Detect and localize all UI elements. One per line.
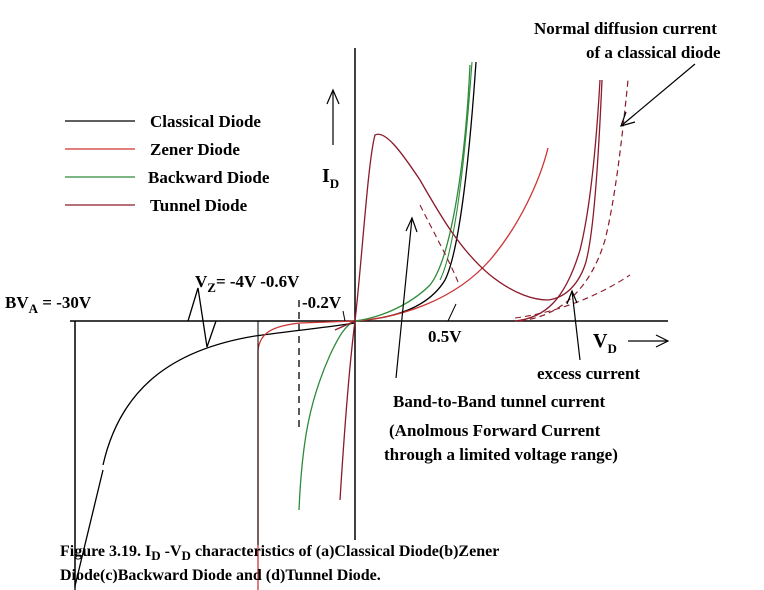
arrow-excess-current xyxy=(571,290,581,361)
arrow-band-to-band-head xyxy=(405,216,418,233)
x-axis-label: VD xyxy=(593,330,617,356)
axis-break-zigzag xyxy=(187,287,217,348)
vz-sub: Z xyxy=(207,280,216,295)
neg-02v-label: -0.2V xyxy=(302,293,342,312)
arrow-normal-diffusion-head xyxy=(620,111,636,127)
curve-tunnel-negative xyxy=(339,320,356,501)
caption-line2: Diode(c)Backward Diode and (d)Tunnel Dio… xyxy=(60,567,381,584)
vz-main: V xyxy=(195,272,208,291)
anomalous-line1: (Anolmous Forward Current xyxy=(389,421,601,440)
caption-line1-post: characteristics of (a)Classical Diode(b)… xyxy=(191,543,499,560)
curve-tunnel xyxy=(334,79,603,331)
x-axis-label-sub: D xyxy=(607,341,616,356)
x-arrow-head xyxy=(655,334,670,348)
y-axis-label-main: I xyxy=(322,165,330,187)
caption-line1: Figure 3.19. ID -VD characteristics of (… xyxy=(60,543,499,563)
caption-line1-sub2: D xyxy=(182,548,191,563)
curve-backward-forward xyxy=(439,61,473,281)
bva-value: = -30V xyxy=(38,293,92,312)
arrow-normal-diffusion xyxy=(620,63,696,127)
bva-sub: A xyxy=(29,301,39,316)
caption-line1-sub1: D xyxy=(151,548,160,563)
curve-normal-diffusion-dashed xyxy=(519,79,629,322)
vz-value: = -4V -0.6V xyxy=(216,272,300,291)
curve-zener xyxy=(257,147,549,590)
caption-line1-mid: -V xyxy=(161,543,182,560)
normal-diffusion-line2: of a classical diode xyxy=(586,43,721,62)
arrow-excess-current-head xyxy=(566,289,578,305)
legend-label-tunnel: Tunnel Diode xyxy=(150,196,248,215)
excess-current-dashed xyxy=(514,274,631,319)
legend-label-backward: Backward Diode xyxy=(148,168,270,187)
curve-zener-forward xyxy=(514,79,601,322)
tick-neg-02v xyxy=(342,310,346,322)
curve-classical-knee xyxy=(74,469,104,587)
y-axis-label: ID xyxy=(322,165,339,191)
curve-backward xyxy=(298,64,471,511)
tick-05v xyxy=(447,303,457,322)
y-arrow-head xyxy=(326,88,340,105)
excess-current-label: excess current xyxy=(537,364,640,383)
y-axis-label-sub: D xyxy=(330,176,339,191)
legend-label-zener: Zener Diode xyxy=(150,140,240,159)
band-to-band-label: Band-to-Band tunnel current xyxy=(393,392,606,411)
anomalous-line2: through a limited voltage range) xyxy=(384,445,618,464)
vz-label: VZ= -4V -0.6V xyxy=(195,272,300,295)
normal-diffusion-line1: Normal diffusion current xyxy=(534,19,717,38)
pos-05v-label: 0.5V xyxy=(428,327,462,346)
arrow-band-to-band xyxy=(395,217,413,379)
caption-line1-pre: Figure 3.19. I xyxy=(60,543,151,560)
bva-main: BV xyxy=(5,293,29,312)
legend-label-classical: Classical Diode xyxy=(150,112,261,131)
bva-label: BVA = -30V xyxy=(5,293,92,316)
x-axis-label-main: V xyxy=(593,330,608,352)
